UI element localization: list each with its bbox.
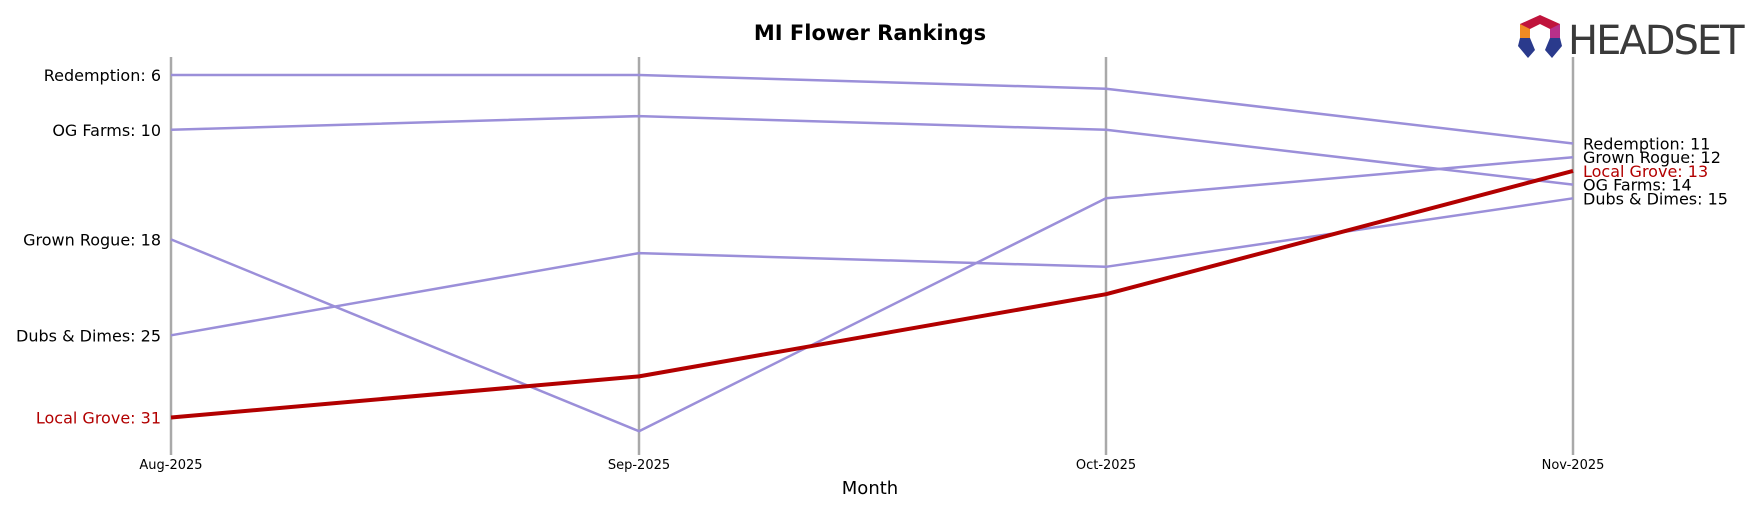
chart-title: MI Flower Rankings [754,21,986,45]
start-label: Redemption: 6 [44,66,161,85]
start-labels: Redemption: 6 OG Farms: 10 Grown Rogue: 18… [16,66,161,428]
end-label: Grown Rogue: 12 [1583,148,1721,167]
start-label: Grown Rogue: 18 [23,230,161,249]
start-label: OG Farms: 10 [52,121,161,140]
headset-logo-text: HEADSET [1568,18,1745,64]
x-tick-label: Sep-2025 [608,458,670,473]
end-label: Redemption: 11 [1583,135,1710,154]
start-label: Local Grove: 31 [36,409,161,428]
series-line-og-farms [170,114,1574,186]
x-tick-label: Nov-2025 [1542,458,1605,473]
x-tick-label: Aug-2025 [139,458,202,473]
series-line-redemption [171,73,1574,145]
series-line-grown-rogue [170,155,1574,433]
end-label: OG Farms: 14 [1583,176,1692,195]
start-label: Dubs & Dimes: 25 [16,326,161,345]
end-label: Local Grove: 13 [1583,162,1708,181]
grid-lines [169,57,1575,455]
x-tick-label: Oct-2025 [1076,458,1136,473]
headset-logo-icon [1518,15,1562,58]
end-label: Dubs & Dimes: 15 [1583,189,1728,208]
x-axis-label: Month [842,478,898,499]
series-lines [170,73,1574,433]
headset-logo: HEADSET [1518,15,1747,64]
series-line-local-grove [170,168,1574,420]
x-tick-labels: Aug-2025 Sep-2025 Oct-2025 Nov-2025 [139,458,1604,473]
